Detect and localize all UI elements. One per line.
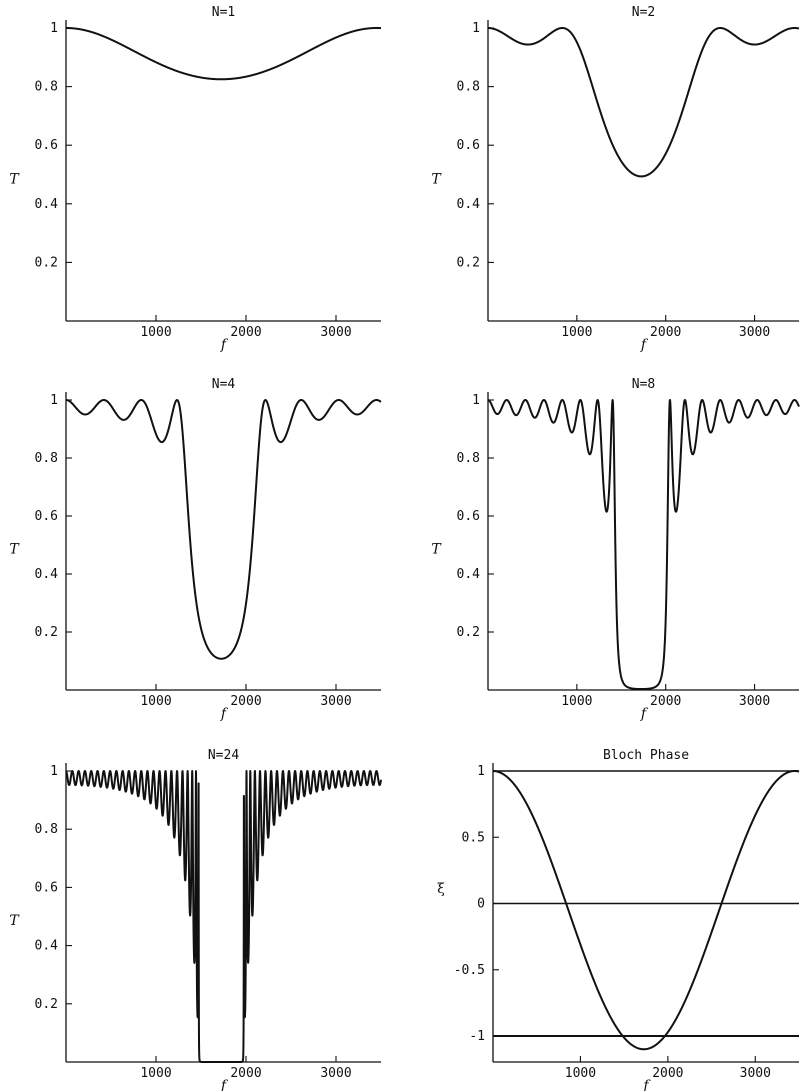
y-tick-label: 0.8 [35,451,58,466]
y-tick-label: 0.8 [35,80,58,95]
chart-n24: 1000 2000 3000 0.2 0.4 0.6 0.8 1 N=24 f T [9,748,382,1091]
chart-title: N=8 [632,377,655,392]
x-tick-label: 1000 [140,1066,171,1081]
y-tick-label: 1 [472,393,480,408]
x-tick-label: 2000 [652,1066,683,1081]
x-tick-label: 1000 [140,694,171,709]
y-axis-label: T [9,171,20,187]
series-line [492,770,800,1051]
series-line [487,399,800,691]
y-tick-label: 0.4 [35,939,59,954]
y-tick-label: 1 [50,21,58,36]
x-axis-label: f [220,706,229,722]
y-tick-label: 1 [472,21,480,36]
y-tick-label: 0.6 [457,509,480,524]
chart-n1: 1000 2000 3000 0.2 0.4 0.6 0.8 1 N=1 f T [9,5,382,353]
y-tick-label: 0.5 [462,830,485,845]
y-tick-label: -0.5 [454,963,485,978]
y-tick-label: 0.6 [35,138,58,153]
y-tick-label: 0.8 [457,80,480,95]
y-tick-label: 0.2 [35,255,58,270]
x-axis-label: f [640,337,649,353]
x-axis-label: f [642,1078,651,1091]
chart-title: Bloch Phase [603,748,689,763]
y-axis-label: T [431,542,442,558]
y-tick-label: 0.8 [35,822,58,837]
y-tick-label: 0.4 [457,197,481,212]
x-tick-label: 2000 [230,1066,261,1081]
y-axis-label: T [9,542,20,558]
x-tick-label: 3000 [320,694,351,709]
chart-title: N=2 [632,5,655,20]
x-tick-label: 1000 [140,325,171,340]
x-tick-label: 2000 [650,694,681,709]
y-tick-label: 0.2 [457,255,480,270]
chart-bloch: 1000 2000 3000 -1 -0.5 0 0.5 1 Bloch Phase f ξ [437,748,800,1091]
y-tick-label: -1 [469,1029,485,1044]
x-tick-label: 1000 [561,325,592,340]
chart-n8: 1000 2000 3000 0.2 0.4 0.6 0.8 1 N=8 f T [431,377,800,722]
y-axis-label: T [9,913,20,929]
x-axis-label: f [220,1078,229,1091]
y-tick-label: 0.2 [457,625,480,640]
x-tick-label: 3000 [320,325,351,340]
x-axis-label: f [640,706,649,722]
y-tick-label: 0.4 [35,567,59,582]
y-tick-label: 0.4 [35,197,59,212]
y-tick-label: 0.2 [35,997,58,1012]
series-line [65,27,382,81]
chart-n2: 1000 2000 3000 0.2 0.4 0.6 0.8 1 N=2 f T [431,5,800,353]
x-tick-label: 3000 [320,1066,351,1081]
series-line [65,770,382,1063]
x-tick-label: 1000 [561,694,592,709]
y-axis-label: ξ [437,881,445,897]
chart-title: N=24 [208,748,239,763]
y-tick-label: 1 [477,764,485,779]
y-tick-label: 0.4 [457,567,481,582]
y-tick-label: 0.6 [35,509,58,524]
y-tick-label: 0.6 [457,138,480,153]
y-axis-label: T [431,171,442,187]
chart-n4: 1000 2000 3000 0.2 0.4 0.6 0.8 1 N=4 f T [9,377,382,722]
x-tick-label: 3000 [740,1066,771,1081]
y-tick-label: 1 [50,393,58,408]
x-tick-label: 2000 [650,325,681,340]
x-tick-label: 2000 [230,325,261,340]
y-tick-label: 0.8 [457,451,480,466]
x-axis-label: f [220,337,229,353]
y-tick-label: 0 [477,897,485,912]
y-tick-label: 0.2 [35,625,58,640]
y-tick-label: 1 [50,764,58,779]
y-tick-label: 0.6 [35,880,58,895]
x-tick-label: 3000 [739,694,770,709]
series-line [487,27,800,178]
chart-title: N=1 [212,5,235,20]
chart-title: N=4 [212,377,236,392]
x-tick-label: 2000 [230,694,261,709]
x-tick-label: 1000 [565,1066,596,1081]
series-line [65,399,382,660]
x-tick-label: 3000 [739,325,770,340]
